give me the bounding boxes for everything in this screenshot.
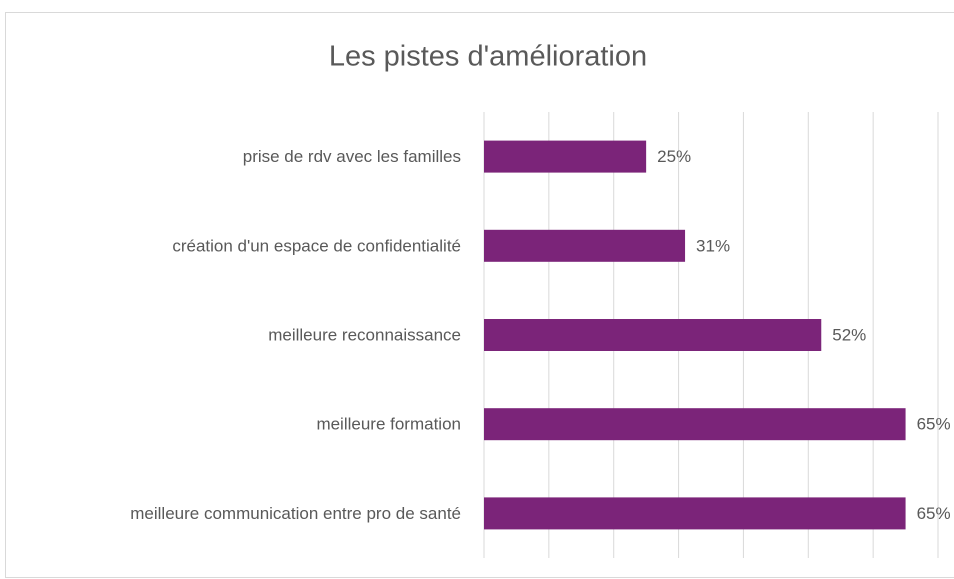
y-tick-label: meilleure formation [316,415,461,434]
value-label: 65% [917,415,951,434]
bar [484,319,822,351]
bar [484,408,906,441]
value-label: 25% [657,147,691,166]
y-tick-label: prise de rdv avec les familles [243,147,461,166]
chart-frame [5,12,954,578]
bar [484,140,647,173]
bar [484,229,686,262]
value-label: 52% [832,325,866,344]
bar [484,497,906,530]
y-tick-label: création d'un espace de confidentialité [172,236,461,255]
y-tick-label: meilleure reconnaissance [268,325,461,344]
y-tick-label: meilleure communication entre pro de san… [130,504,461,523]
value-label: 31% [696,236,730,255]
chart-title: Les pistes d'amélioration [329,41,647,73]
value-label: 65% [917,504,951,523]
